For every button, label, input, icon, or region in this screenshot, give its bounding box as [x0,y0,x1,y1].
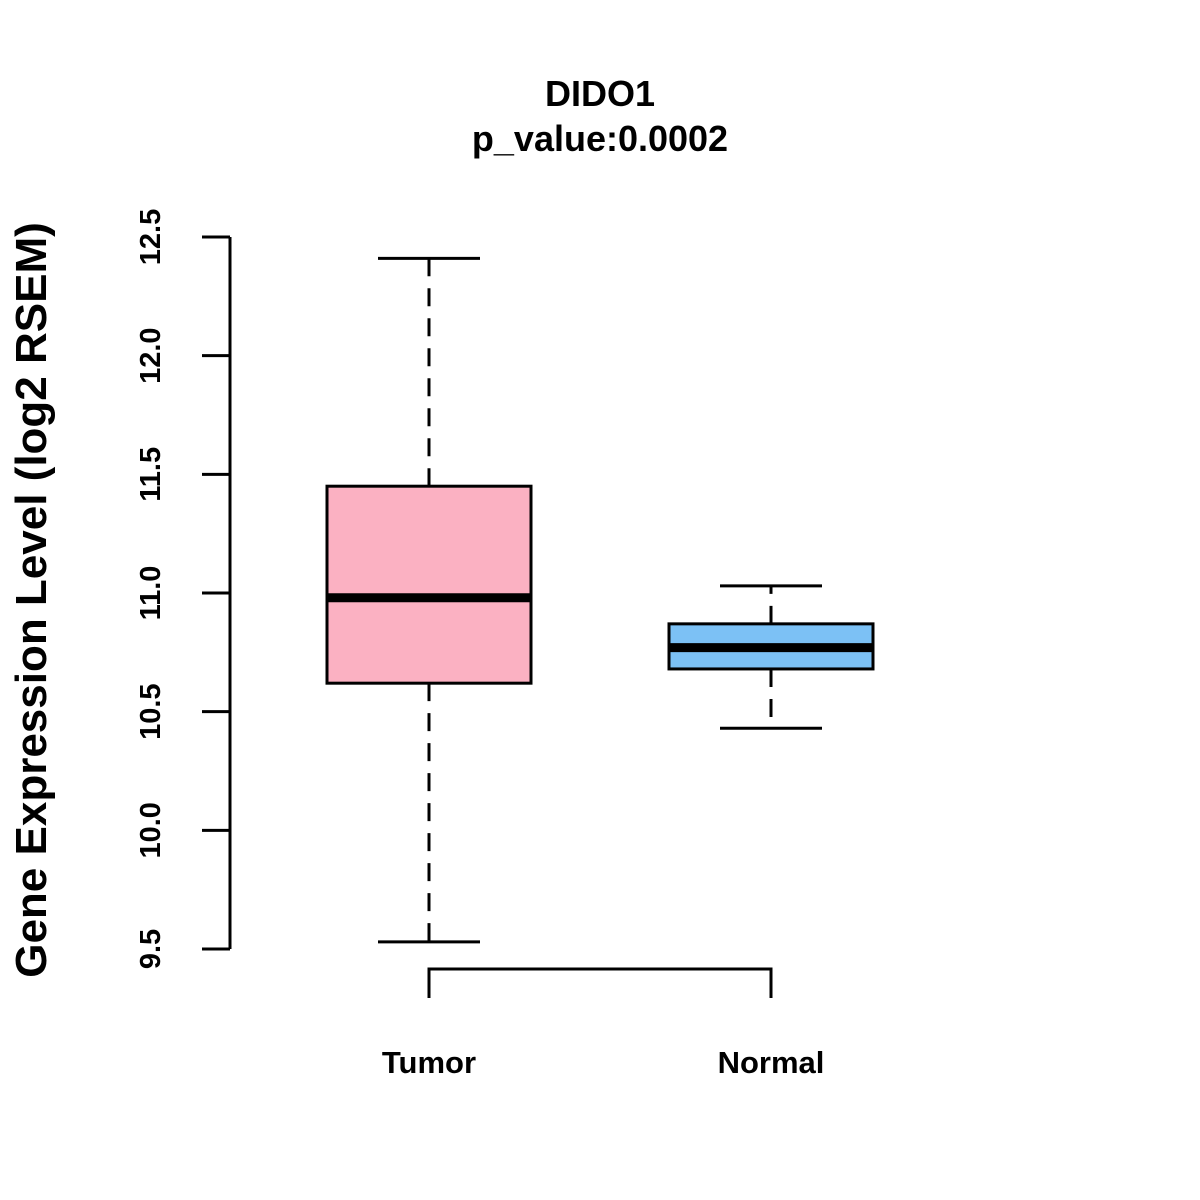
significance-bracket-group [427,967,773,998]
significance-bracket [427,967,773,998]
iqr-box [325,484,533,685]
chart-title: DIDO1 [545,73,655,114]
y-tick-label: 12.5 [135,209,167,265]
box-series [325,256,875,944]
x-tick-label-normal: Normal [718,1045,825,1080]
x-tick-labels: Tumor Normal [382,1045,824,1080]
box-tumor [325,256,533,944]
y-tick-label: 10.0 [135,802,167,858]
y-tick-label: 10.5 [135,683,167,739]
y-tick-label: 12.0 [135,327,167,383]
y-tick-label: 11.5 [135,447,167,502]
y-axis-label: Gene Expression Level (log2 RSEM) [7,222,56,978]
chart-subtitle: p_value:0.0002 [472,118,728,159]
box-normal [667,584,875,730]
y-tick-label: 11.0 [135,566,167,621]
y-tick-label: 9.5 [135,929,167,969]
x-tick-label-tumor: Tumor [382,1045,476,1080]
y-axis: 9.5 10.0 10.5 11.0 11.5 12.0 12.5 [135,209,232,969]
